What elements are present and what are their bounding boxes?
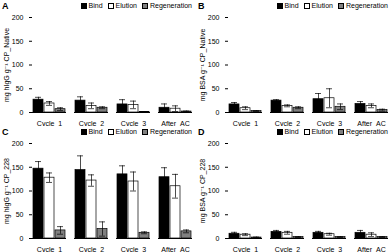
svg-text:0: 0 [216, 235, 220, 242]
svg-text:mg BSA g⁻¹ CP_228: mg BSA g⁻¹ CP_228 [199, 159, 207, 224]
html-text:Bind: Bind [88, 127, 103, 135]
html-text:Bind: Bind [284, 127, 299, 135]
html-text:Regeneration: Regeneration [346, 1, 388, 9]
html-text:Regeneration: Regeneration [346, 127, 388, 135]
svg-text:0: 0 [216, 109, 220, 116]
svg-text:Cycle_2: Cycle_2 [79, 246, 104, 252]
svg-text:50: 50 [212, 85, 220, 92]
svg-text:After_AC: After_AC [161, 246, 189, 252]
svg-text:After_AC: After_AC [357, 246, 385, 252]
svg-text:150: 150 [12, 163, 24, 170]
svg-text:100: 100 [208, 61, 220, 68]
svg-text:Cycle_2: Cycle_2 [275, 246, 300, 252]
html-text:D: D [198, 126, 205, 137]
svg-text:0: 0 [20, 235, 24, 242]
svg-text:200: 200 [12, 140, 24, 147]
svg-text:mg BSA g⁻¹ CP_Native: mg BSA g⁻¹ CP_Native [199, 29, 207, 102]
svg-text:Cycle_3: Cycle_3 [121, 246, 146, 252]
svg-text:Cycle_3: Cycle_3 [317, 246, 342, 252]
html-text:B: B [198, 0, 205, 11]
html-text:Elution: Elution [115, 1, 137, 9]
html-text:Bind: Bind [88, 1, 103, 9]
svg-text:After_AC: After_AC [161, 120, 189, 126]
html-text:Bind: Bind [284, 1, 299, 9]
svg-text:200: 200 [12, 14, 24, 21]
svg-text:50: 50 [212, 211, 220, 218]
svg-text:Cycle_3: Cycle_3 [121, 120, 146, 126]
svg-text:50: 50 [16, 211, 24, 218]
html-text:A: A [2, 0, 9, 11]
svg-text:200: 200 [208, 14, 220, 21]
svg-text:mg hIgG g⁻¹ CP_228: mg hIgG g⁻¹ CP_228 [3, 158, 11, 224]
svg-text:Cycle_1: Cycle_1 [37, 120, 62, 126]
html-text:Elution: Elution [115, 127, 137, 135]
html-text:Regeneration: Regeneration [150, 1, 192, 9]
svg-text:100: 100 [12, 187, 24, 194]
html-text:Regeneration: Regeneration [150, 127, 192, 135]
svg-text:Cycle_2: Cycle_2 [275, 120, 300, 126]
svg-text:0: 0 [20, 109, 24, 116]
svg-text:100: 100 [12, 61, 24, 68]
html-text:Elution: Elution [311, 1, 333, 9]
svg-text:200: 200 [208, 140, 220, 147]
svg-text:Cycle_3: Cycle_3 [317, 120, 342, 126]
svg-text:mg hIgG g⁻¹ CP_Native: mg hIgG g⁻¹ CP_Native [3, 28, 11, 102]
html-text:C: C [2, 126, 9, 137]
html-text:Elution: Elution [311, 127, 333, 135]
svg-text:Cycle_1: Cycle_1 [233, 120, 258, 126]
svg-text:Cycle_2: Cycle_2 [79, 120, 104, 126]
svg-text:After_AC: After_AC [357, 120, 385, 126]
svg-text:100: 100 [208, 187, 220, 194]
svg-text:Cycle_1: Cycle_1 [233, 246, 258, 252]
svg-text:50: 50 [16, 85, 24, 92]
svg-text:150: 150 [208, 163, 220, 170]
svg-text:150: 150 [208, 37, 220, 44]
svg-text:Cycle_1: Cycle_1 [37, 246, 62, 252]
svg-text:150: 150 [12, 37, 24, 44]
